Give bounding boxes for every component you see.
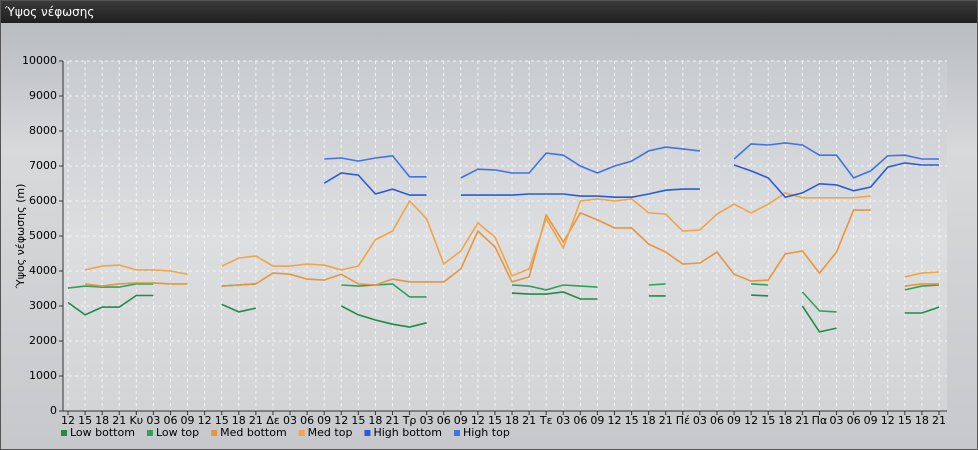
x-tick-label: 06 [710,414,724,427]
x-tick-label: 12 [334,414,348,427]
x-tick-label: 12 [198,414,212,427]
x-tick-label: 18 [95,414,109,427]
x-tick-label: Πα [812,414,828,427]
legend-label: Med bottom [220,426,287,439]
x-tick-label: 15 [898,414,912,427]
series-line [67,291,940,333]
chart: Ύψος νέφωσης (m) 0 1000 2000 3000 4000 5000 60… [1,23,977,449]
x-tick-label: Δε [266,414,280,427]
x-tick-label: 06 [163,414,177,427]
series-line [84,209,939,287]
x-tick-label: 03 [556,414,570,427]
x-tick-label: 09 [181,414,195,427]
legend-label: High bottom [373,426,442,439]
x-tick-label: 21 [385,414,399,427]
y-tick-label: 6000 [29,194,57,207]
legend-swatch [61,430,67,436]
y-tick-label: 1000 [29,369,57,382]
legend-swatch [454,430,460,436]
legend-swatch [146,430,153,436]
legend-label: Low bottom [70,426,135,439]
x-tick-label: 09 [727,414,741,427]
x-tick-label: 09 [317,414,331,427]
y-tick-label: 5000 [29,229,57,242]
x-tick-label: 21 [932,414,946,427]
y-tick-label: 0 [50,404,57,417]
y-axis-title: Ύψος νέφωσης (m) [14,184,27,290]
x-tick-label: Τρ [402,414,417,427]
x-tick-label: 06 [437,414,451,427]
series-line [84,192,940,278]
window-title: Ύψος νέφωσης [1,1,977,23]
x-tick-label: 15 [625,414,639,427]
y-tick-label: 10000 [22,54,57,67]
x-tick-label: 09 [864,414,878,427]
x-tick-label: 18 [505,414,519,427]
x-tick-label: 06 [573,414,587,427]
legend-swatch [211,430,218,436]
y-tick-label: 9000 [29,89,57,102]
x-tick-label: 09 [454,414,468,427]
y-tick-label: 7000 [29,159,57,172]
x-tick-label: 21 [795,414,809,427]
x-tick-label: 18 [368,414,382,427]
legend-swatch [298,430,305,436]
plot-area [63,61,947,411]
x-tick-label: Τε [539,414,553,427]
x-tick-label: 09 [590,414,604,427]
legend-swatch [364,430,371,436]
x-tick-label: 12 [881,414,895,427]
x-tick-label: 03 [693,414,707,427]
x-tick-label: 03 [283,414,297,427]
x-tick-label: 12 [471,414,485,427]
x-tick-label: 18 [778,414,792,427]
x-tick-label: Πέ [676,414,690,427]
x-tick-label: 03 [830,414,844,427]
x-tick-label: 18 [642,414,656,427]
x-tick-label: 15 [78,414,92,427]
x-tick-label: 03 [420,414,434,427]
series-line [324,142,939,179]
x-tick-label: 18 [232,414,246,427]
y-tick-label: 3000 [29,299,57,312]
x-tick-label: 15 [351,414,365,427]
x-tick-label: Κυ [130,414,144,427]
x-tick-label: 12 [608,414,622,427]
legend-label: High top [463,426,510,439]
x-tick-label: 21 [249,414,263,427]
x-tick-label: 15 [761,414,775,427]
x-tick-label: 06 [300,414,314,427]
x-tick-label: 15 [215,414,229,427]
y-tick-label: 8000 [29,124,57,137]
x-tick-label: 06 [847,414,861,427]
legend-label: Med top [308,426,353,439]
y-tick-label: 4000 [29,264,57,277]
x-tick-label: 12 [61,414,75,427]
x-tick-label: 15 [488,414,502,427]
x-tick-label: 18 [915,414,929,427]
series-line [323,162,939,199]
x-tick-label: 21 [112,414,126,427]
y-tick-label: 2000 [29,334,57,347]
x-tick-label: 03 [146,414,160,427]
x-tick-label: 12 [744,414,758,427]
x-tick-label: 21 [522,414,536,427]
legend-label: Low top [156,426,199,439]
x-tick-label: 21 [659,414,673,427]
